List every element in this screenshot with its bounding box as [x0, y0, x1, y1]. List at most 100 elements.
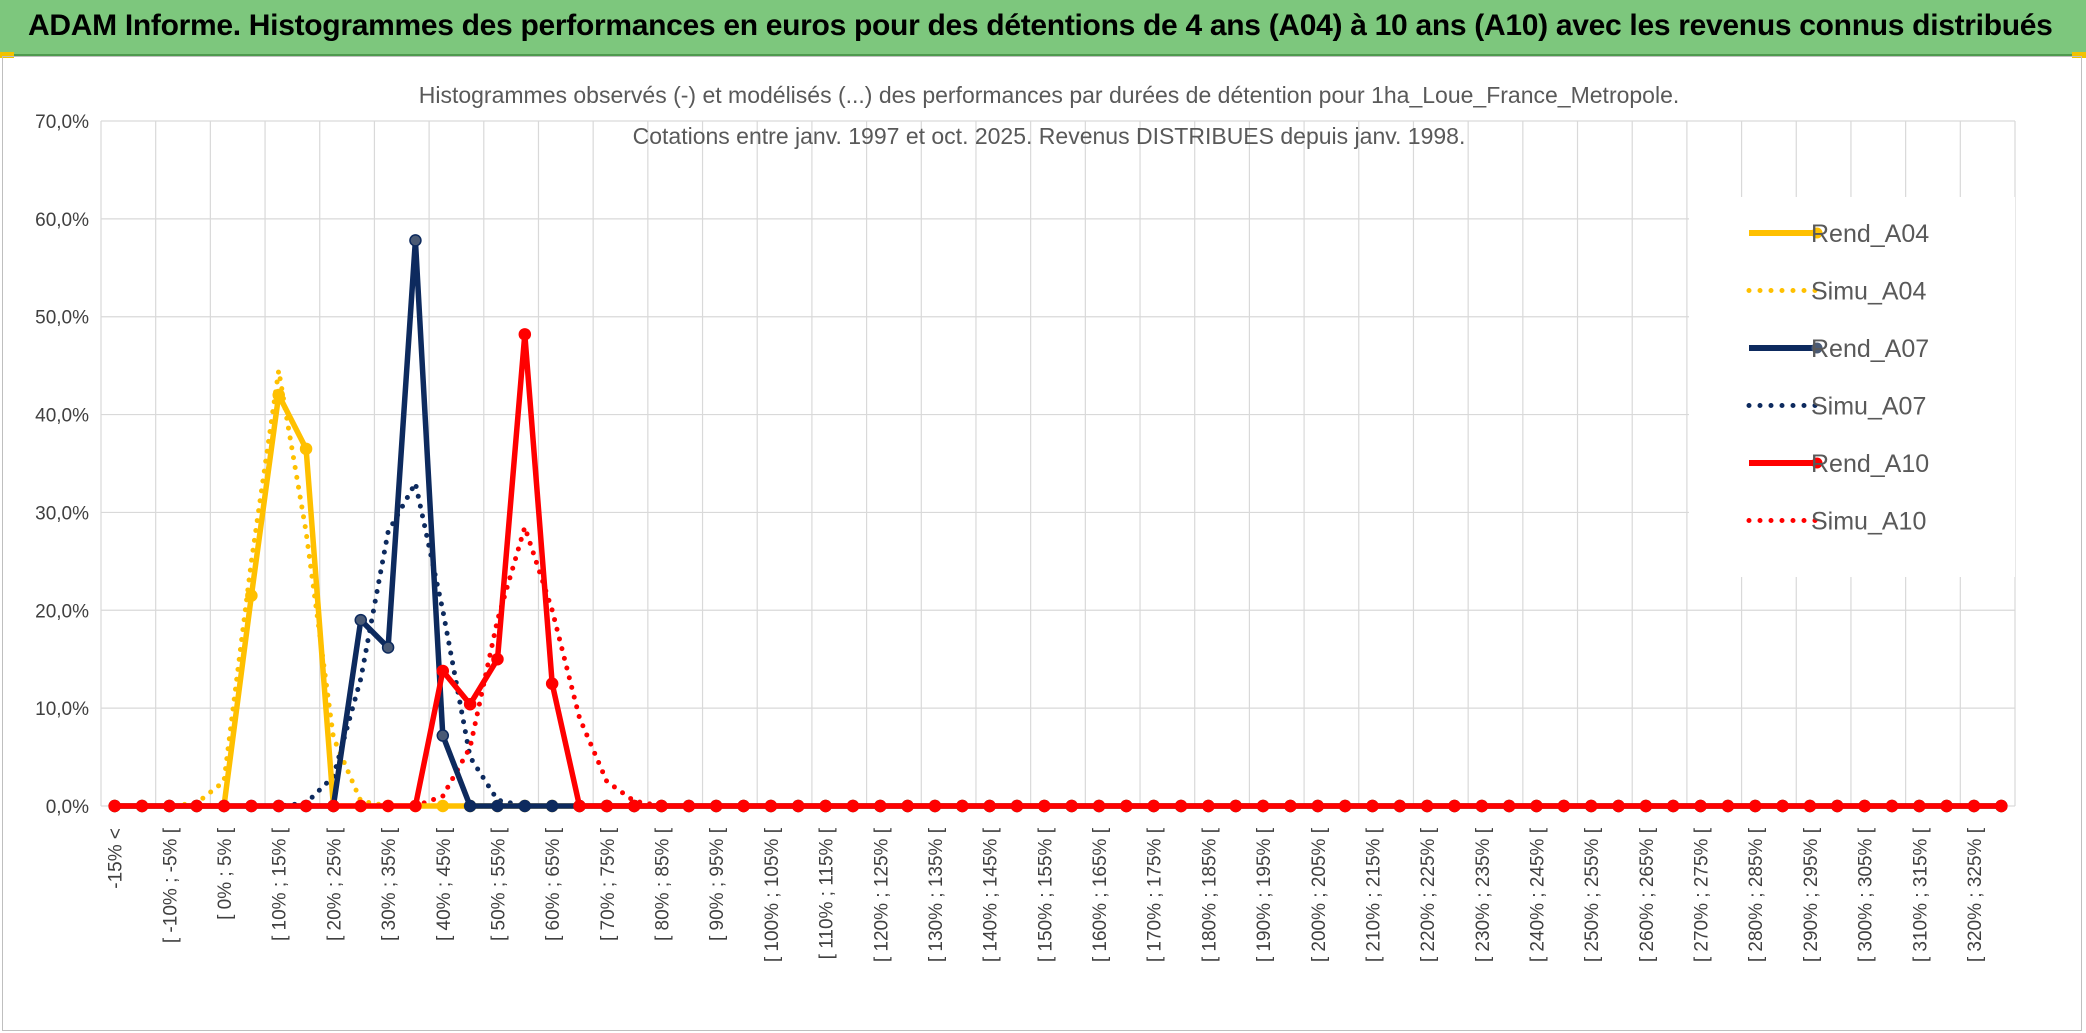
data-point-rend_a10 [1475, 799, 1489, 813]
legend-marker-rend_a10 [1811, 457, 1823, 469]
data-point-rend_a10 [737, 799, 750, 813]
data-point-rend_a10 [108, 799, 121, 813]
legend-label-rend_a07: Rend_A07 [1811, 335, 1929, 363]
x-tick-label: [ 300% ; 305% [ [1856, 827, 1877, 962]
data-point-rend_a10 [1940, 799, 1953, 813]
legend-box [1689, 197, 2015, 577]
data-point-rend_a10 [600, 799, 614, 813]
data-point-rend_a10 [545, 677, 559, 690]
data-point-rend_a10 [1393, 799, 1407, 813]
data-point-rend_a10 [819, 799, 832, 813]
x-tick-label: [ 60% ; 65% [ [543, 827, 564, 941]
data-point-rend_a07 [545, 799, 559, 813]
x-tick-label: [ 190% ; 195% [ [1254, 827, 1275, 962]
data-point-rend_a10 [1612, 799, 1625, 813]
corner-accent-left [0, 52, 14, 58]
data-point-rend_a10 [1092, 799, 1106, 813]
data-point-rend_a10 [1995, 799, 2008, 813]
data-point-rend_a10 [409, 799, 422, 813]
x-tick-label: [ 170% ; 175% [ [1145, 827, 1166, 962]
data-point-rend_a10 [901, 799, 914, 813]
y-tick-label: 40,0% [35, 406, 89, 427]
data-point-rend_a10 [518, 328, 532, 341]
data-point-rend_a10 [791, 799, 805, 813]
chart-frame: 0,0% 10,0% 20,0% 30,0% 40,0% 50,0% 60,0% 70,0% H… [2, 56, 2082, 1031]
x-tick-label: [ 210% ; 215% [ [1363, 827, 1384, 962]
data-point-rend_a04 [245, 589, 258, 602]
data-point-rend_a07 [381, 641, 395, 654]
y-tick-label: 50,0% [35, 308, 89, 329]
data-point-rend_a10 [1174, 799, 1188, 813]
x-tick-label: [ 180% ; 185% [ [1199, 827, 1220, 962]
x-tick-label: [ 230% ; 235% [ [1473, 827, 1494, 962]
data-point-rend_a10 [163, 799, 176, 813]
data-point-rend_a10 [381, 799, 395, 813]
x-tick-label: [ 290% ; 295% [ [1801, 827, 1822, 962]
report-banner: ADAM Informe. Histogrammes des performan… [0, 0, 2086, 56]
data-point-rend_a10 [682, 799, 696, 813]
data-point-rend_a10 [436, 664, 450, 678]
x-tick-label: [ 270% ; 275% [ [1692, 827, 1713, 962]
data-point-rend_a10 [1420, 799, 1434, 813]
data-point-rend_a10 [299, 799, 313, 813]
data-point-rend_a10 [1065, 799, 1078, 813]
x-tick-label: [ 320% ; 325% [ [1965, 827, 1986, 962]
legend-label-simu_a04: Simu_A04 [1811, 278, 1926, 306]
data-point-rend_a10 [1831, 799, 1844, 813]
data-point-rend_a10 [846, 799, 860, 813]
x-tick-label: [ 130% ; 135% [ [926, 827, 947, 962]
report-title: ADAM Informe. Histogrammes des performan… [28, 9, 2053, 42]
legend-label-simu_a10: Simu_A10 [1811, 508, 1926, 536]
data-point-rend_a07 [463, 799, 477, 813]
y-tick-label: 10,0% [35, 699, 89, 720]
x-tick-label: [ 220% ; 225% [ [1418, 827, 1439, 962]
data-point-rend_a10 [190, 799, 203, 813]
data-point-rend_a07 [354, 613, 368, 627]
x-tick-label: [ 90% ; 95% [ [707, 827, 728, 941]
x-tick-label: [ 20% ; 25% [ [324, 827, 345, 941]
data-point-rend_a10 [327, 799, 340, 813]
data-point-rend_a10 [1038, 799, 1051, 813]
data-point-rend_a10 [217, 799, 231, 813]
data-point-rend_a10 [354, 799, 368, 813]
x-tick-label: [ 30% ; 35% [ [379, 827, 400, 941]
corner-accent-right [2072, 52, 2086, 58]
legend-label-rend_a04: Rend_A04 [1811, 220, 1929, 248]
y-tick-label: 20,0% [35, 601, 89, 622]
data-point-rend_a10 [1748, 799, 1762, 813]
data-point-rend_a10 [1530, 799, 1543, 813]
x-tick-label: [ 200% ; 205% [ [1309, 827, 1330, 962]
x-tick-label: [ 0% ; 5% [ [215, 827, 236, 920]
data-point-rend_a10 [1913, 799, 1926, 813]
x-tick-label: [ 310% ; 315% [ [1910, 827, 1931, 962]
legend-marker-rend_a07 [1811, 342, 1823, 354]
data-point-rend_a10 [135, 799, 149, 813]
data-point-rend_a10 [1448, 799, 1461, 813]
histogram-chart: 0,0% 10,0% 20,0% 30,0% 40,0% 50,0% 60,0% 70,0% H… [35, 82, 2016, 962]
x-tick-label: [ 250% ; 255% [ [1582, 827, 1603, 962]
data-point-rend_a10 [1010, 799, 1024, 813]
data-point-rend_a10 [655, 799, 668, 813]
data-point-rend_a10 [1666, 799, 1680, 813]
x-tick-label: [ 70% ; 75% [ [598, 827, 619, 941]
x-tick-label: [ -10% ; -5% [ [160, 827, 181, 943]
data-point-rend_a07 [518, 799, 532, 813]
x-tick-label: [ 80% ; 85% [ [653, 827, 674, 941]
data-point-rend_a07 [436, 729, 450, 742]
data-point-rend_a10 [1885, 799, 1899, 813]
y-tick-label: 0,0% [46, 797, 89, 818]
data-point-rend_a10 [956, 799, 969, 813]
x-tick-label: [ 160% ; 165% [ [1090, 827, 1111, 962]
data-point-rend_a10 [1967, 799, 1981, 813]
x-tick-label: [ 260% ; 265% [ [1637, 827, 1658, 962]
y-tick-label: 60,0% [35, 210, 89, 231]
data-point-rend_a04 [436, 799, 450, 813]
data-point-rend_a10 [1557, 799, 1571, 813]
data-point-rend_a10 [1776, 799, 1789, 813]
data-point-rend_a10 [1256, 799, 1270, 813]
data-point-rend_a10 [983, 799, 996, 813]
data-point-rend_a07 [409, 234, 422, 247]
data-point-rend_a10 [627, 799, 641, 813]
data-point-rend_a10 [491, 652, 504, 666]
chart-subtitle: Cotations entre janv. 1997 et oct. 2025.… [633, 123, 1466, 149]
